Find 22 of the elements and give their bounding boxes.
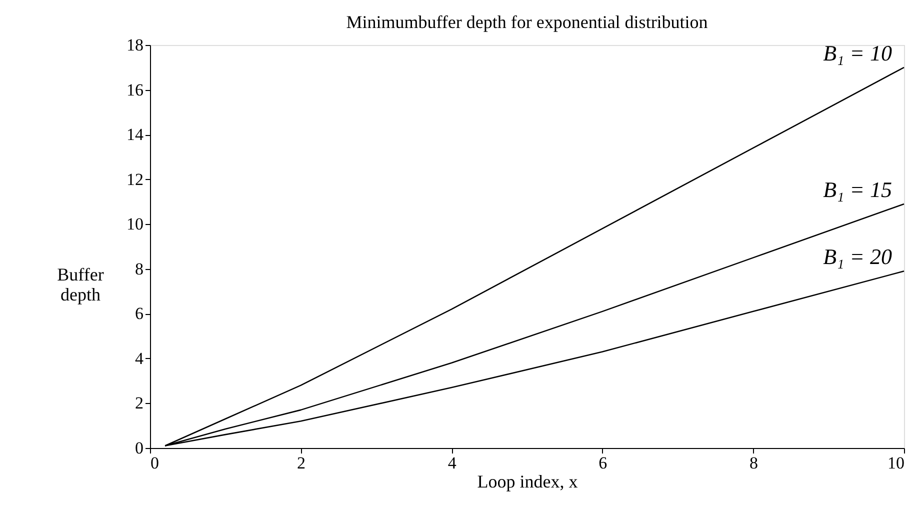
x-tick-label: 6 bbox=[598, 454, 608, 472]
chart-title: Minimumbuffer depth for exponential distribution bbox=[346, 12, 708, 32]
series-label: B₁ = 15 bbox=[823, 176, 892, 202]
y-tick-label: 8 bbox=[135, 259, 144, 278]
y-tick-label: 4 bbox=[135, 348, 144, 368]
y-axis-title: Buffer depth bbox=[57, 264, 104, 304]
y-tick-label: 0 bbox=[135, 438, 144, 458]
x-axis-title: Loop index, x bbox=[477, 472, 578, 492]
y-tick-label: 10 bbox=[126, 214, 144, 234]
y-tick-label: 18 bbox=[126, 36, 144, 54]
x-tick-label: 0 bbox=[150, 454, 159, 472]
y-tick-label: 14 bbox=[126, 125, 144, 144]
x-tick-label: 4 bbox=[448, 454, 457, 472]
y-tick-label: 2 bbox=[135, 394, 144, 413]
x-tick-label: 2 bbox=[297, 454, 306, 472]
series-label: B₁ = 10 bbox=[823, 40, 892, 66]
x-tick-label: 8 bbox=[749, 454, 758, 472]
series-label: B₁ = 20 bbox=[823, 244, 892, 270]
y-tick-label: 16 bbox=[126, 80, 144, 100]
y-tick-label: 12 bbox=[126, 170, 144, 189]
y-tick-label: 6 bbox=[135, 304, 144, 324]
x-tick-label: 10 bbox=[888, 454, 904, 472]
